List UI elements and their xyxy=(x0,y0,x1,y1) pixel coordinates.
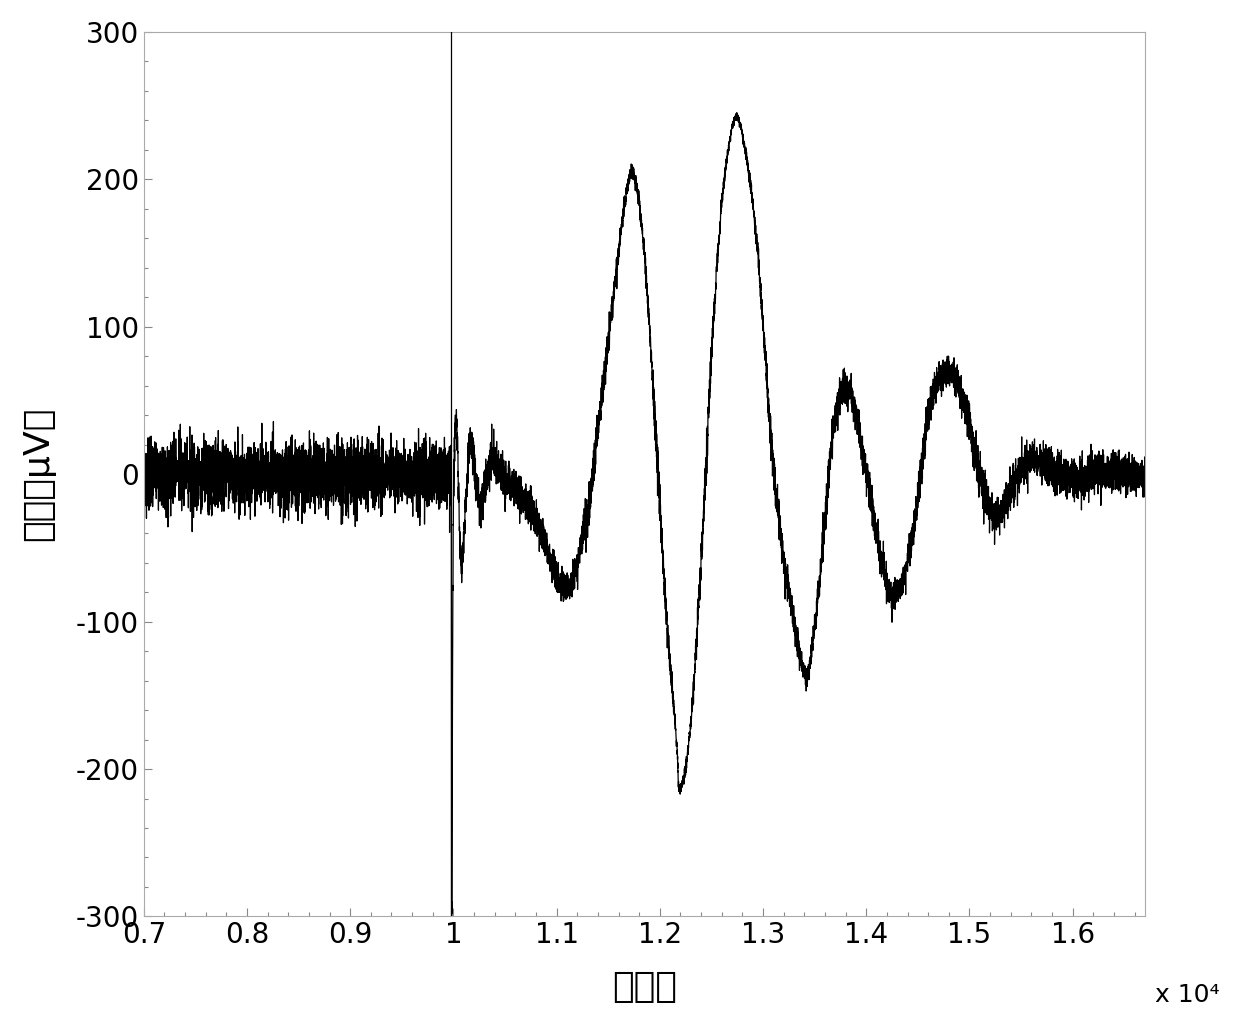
Text: x 10⁴: x 10⁴ xyxy=(1154,983,1220,1007)
X-axis label: 采样点: 采样点 xyxy=(611,971,677,1004)
Y-axis label: 幅値（μV）: 幅値（μV） xyxy=(21,407,55,541)
